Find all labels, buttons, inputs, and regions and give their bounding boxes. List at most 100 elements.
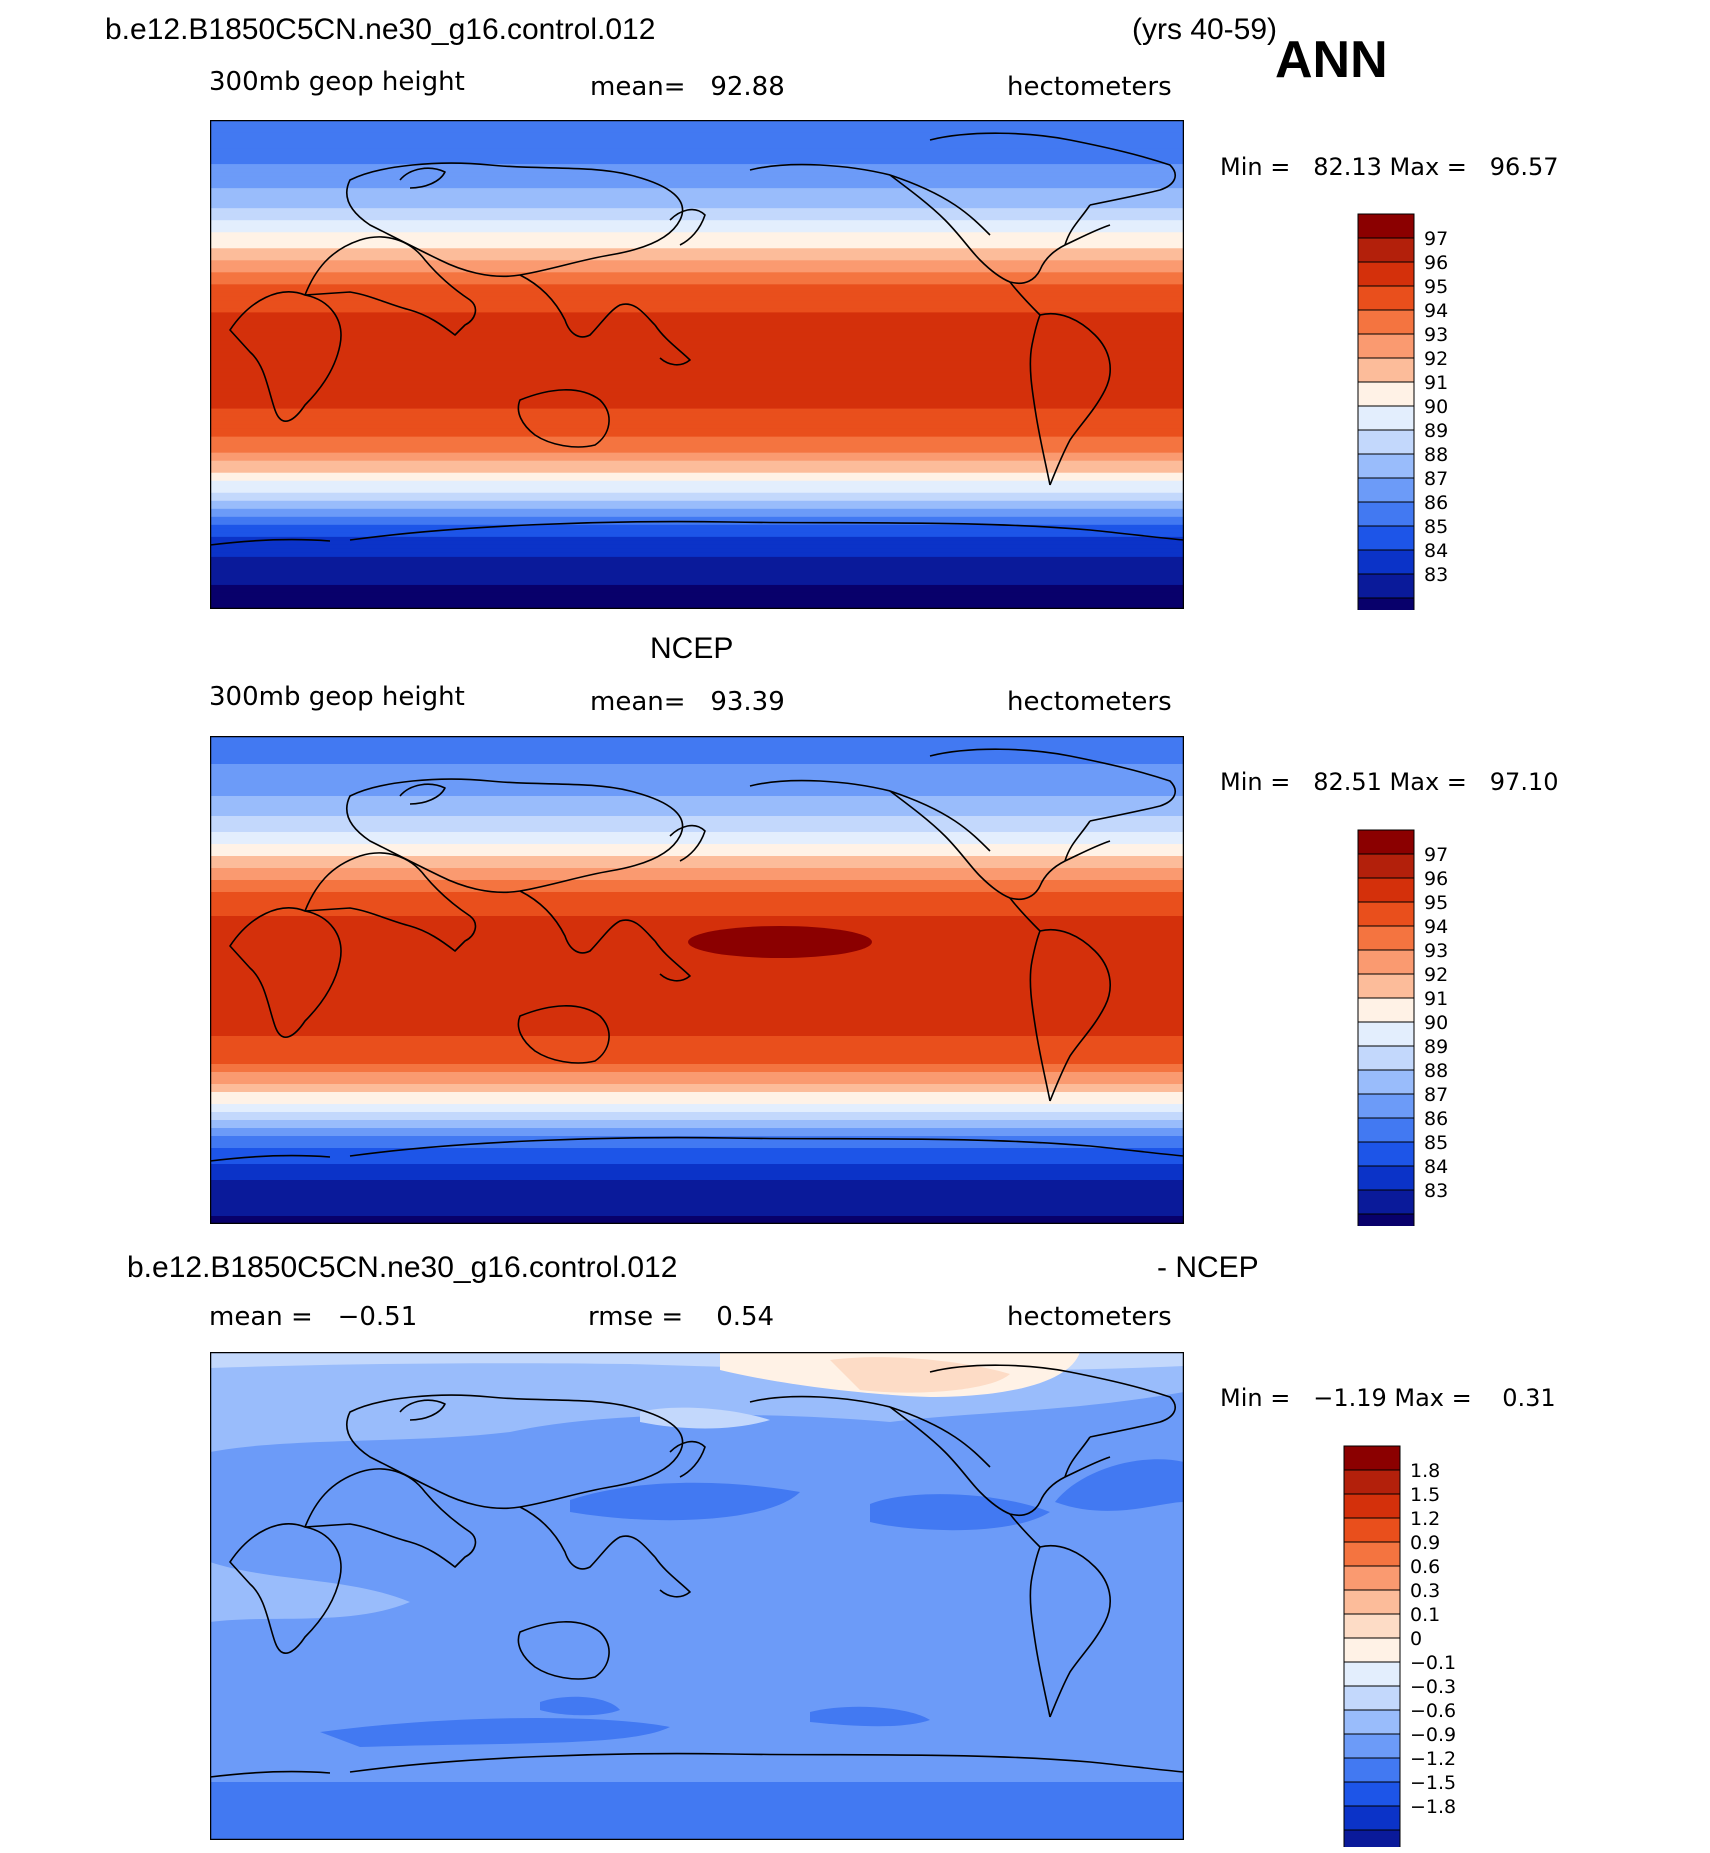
field-band [210,1012,1184,1017]
field-band [210,140,1184,145]
panel3-colorbar-tick-label: 0.3 [1410,1580,1440,1602]
coastline [517,1621,610,1680]
field-band [210,968,1184,973]
panel3-colorbar-swatch [1343,1613,1401,1639]
field-band [210,1164,1184,1169]
field-band [210,152,1184,157]
field-band [210,272,1184,277]
panel3-title-right: - NCEP [1157,1251,1259,1284]
field-band [210,828,1184,833]
panel3-colorbar-swatch [1343,1493,1401,1519]
field-band [210,992,1184,997]
panel1-colorbar-swatch [1357,333,1415,359]
panel1-colorbar-swatch [1357,477,1415,503]
field-band [210,768,1184,773]
field-band [210,1044,1184,1049]
field-band [210,1220,1184,1224]
field-band [210,284,1184,289]
coastline [517,389,610,448]
field-band [210,412,1184,418]
field-band [210,500,1184,506]
field-band [210,1208,1184,1213]
panel2-colorbar-swatch [1357,901,1415,927]
field-band [210,324,1184,330]
field-band [210,740,1184,745]
coastline [1009,1513,1041,1548]
coastline [349,1136,1184,1157]
panel2-frame [210,736,1184,1224]
coastline [304,852,477,952]
field-band [210,1068,1184,1073]
coastline [519,890,656,954]
field-band [210,580,1184,586]
field-band [210,512,1184,518]
panel3-mean-label: mean = −0.51 [209,1302,418,1332]
field-band [210,880,1184,885]
panel1-frame [210,120,1184,609]
field-band [210,388,1184,394]
field-band [210,356,1184,362]
field-band [210,804,1184,809]
field-band [210,892,1184,897]
coastline [889,174,1111,285]
field-band [210,916,1184,921]
panel1-colorbar-swatch [1357,237,1415,263]
field-contour [640,1407,770,1429]
field-band [210,972,1184,977]
panel3-colorbar-swatch [1343,1757,1401,1783]
panel3-colorbar-swatch [1343,1517,1401,1543]
field-band [210,296,1184,301]
field-contour [810,1706,930,1727]
panel2-colorbar-swatch [1357,1093,1415,1119]
panel1-field [210,120,1184,609]
field-band [210,468,1184,474]
panel2-colorbar-swatch [1357,1189,1415,1215]
panel2-colorbar-swatch [1357,997,1415,1023]
field-band [210,748,1184,753]
coastline [889,790,1111,901]
field-band [210,260,1184,265]
field-band [210,436,1184,442]
field-band [210,280,1184,285]
panel1-colorbar-swatch [1357,309,1415,335]
field-band [210,484,1184,490]
coastline [1029,1546,1051,1718]
field-band [210,540,1184,546]
field-band [210,1212,1184,1217]
field-band [210,336,1184,342]
field-band [210,384,1184,390]
field-band [210,196,1184,201]
field-band [210,504,1184,510]
field-band [210,948,1184,953]
field-band [210,908,1184,913]
field-band [210,796,1184,801]
field-band [210,848,1184,853]
coastline [1009,897,1041,932]
field-band [210,1180,1184,1185]
panel3-colorbar-tick-label: −0.3 [1410,1676,1456,1698]
panel1-colorbar-swatch [1357,357,1415,383]
field-band [210,288,1184,293]
field-band [210,1076,1184,1081]
panel2-minmax: Min = 82.51 Max = 97.10 [1220,768,1559,796]
field-band [210,476,1184,482]
coastline [210,1770,331,1778]
field-band [210,832,1184,837]
field-band [210,1192,1184,1197]
field-band [210,836,1184,841]
field-band [210,772,1184,777]
field-band [210,576,1184,582]
field-band [210,1132,1184,1137]
panel1-colorbar-tick-label: 85 [1424,516,1448,538]
panel3-colorbar-swatch [1343,1781,1401,1807]
field-band [210,988,1184,993]
field-band [210,240,1184,245]
panel3-colorbar-tick-label: 1.5 [1410,1484,1440,1506]
field-band [210,396,1184,402]
field-band [210,820,1184,825]
field-band [210,1188,1184,1193]
field-band [210,424,1184,430]
panel1-minmax: Min = 82.13 Max = 96.57 [1220,153,1559,181]
field-band [210,1116,1184,1121]
